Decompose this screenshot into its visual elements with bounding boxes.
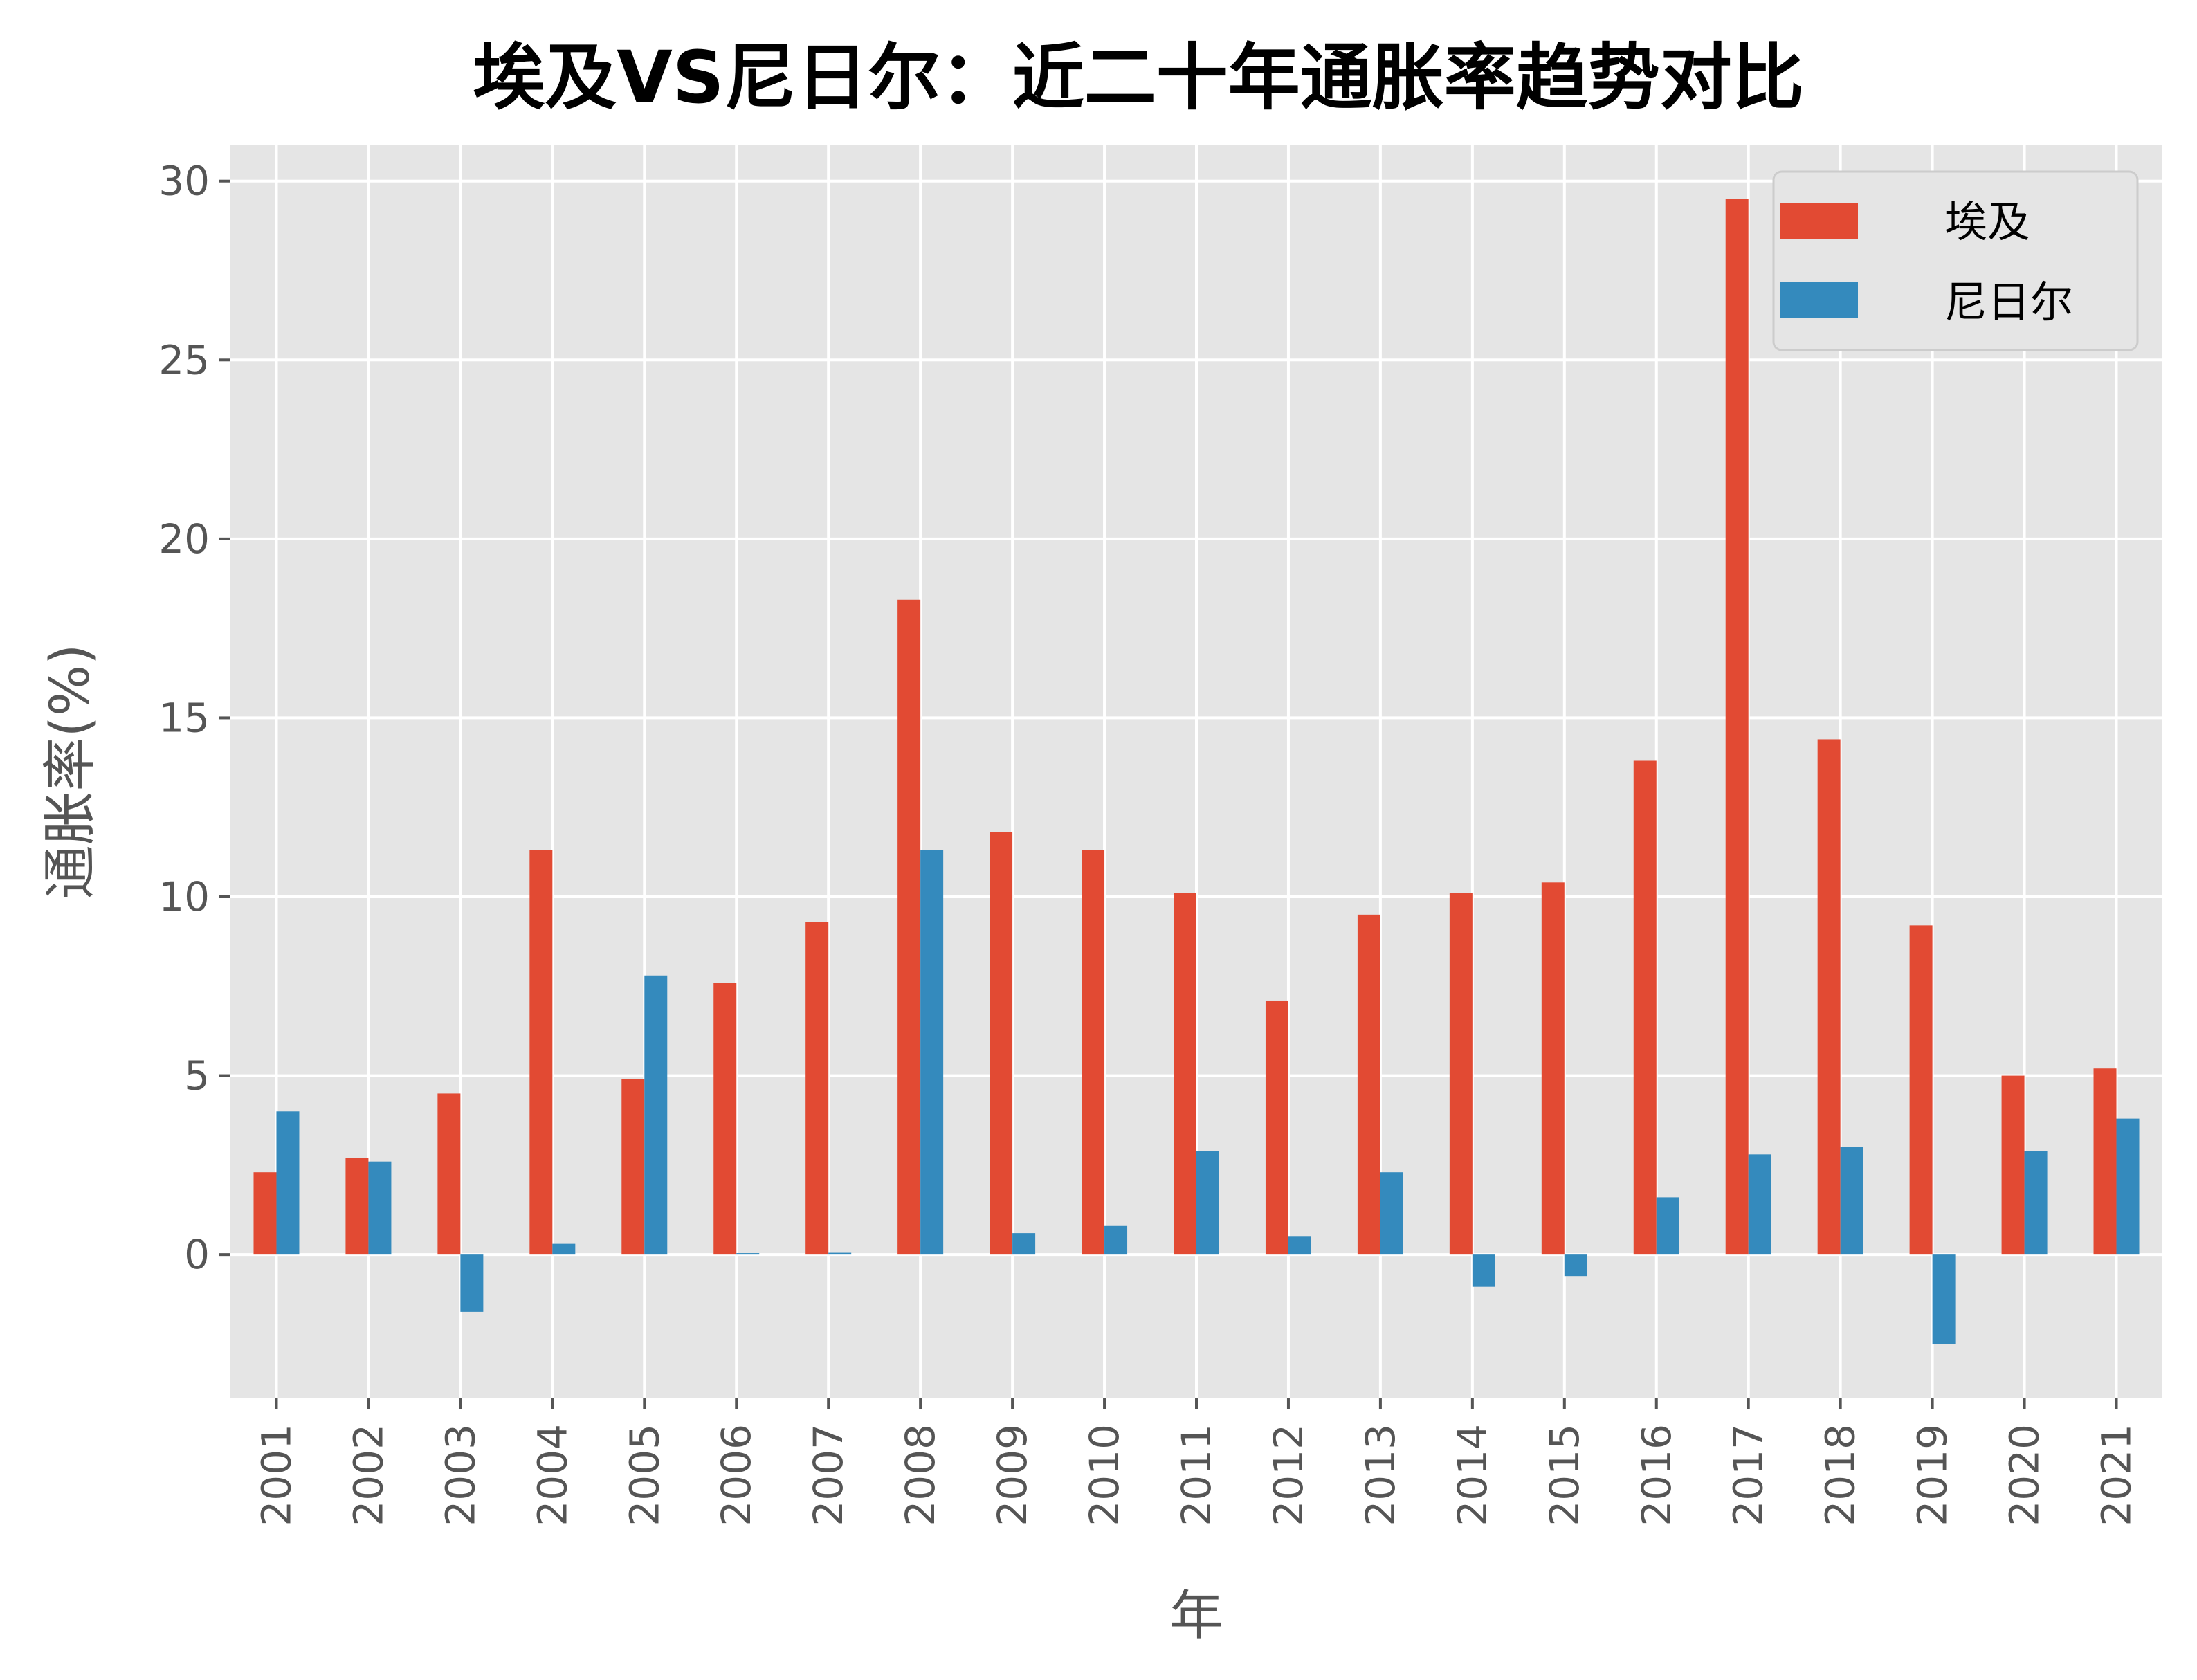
x-tick-label: 2017 <box>1725 1424 1772 1526</box>
bar-niger-2008 <box>920 850 944 1255</box>
legend: 埃及 尼日尔 <box>1772 170 2139 351</box>
bar-niger-2006 <box>736 1253 760 1255</box>
bar-egypt-2007 <box>805 922 829 1255</box>
bar-egypt-2003 <box>437 1093 461 1255</box>
bar-egypt-2005 <box>621 1079 645 1255</box>
bar-niger-2011 <box>1196 1151 1219 1255</box>
x-tick-label: 2016 <box>1633 1424 1680 1526</box>
y-tick-label: 25 <box>158 336 210 383</box>
x-axis-label: 年 <box>1169 1585 1223 1647</box>
bar-egypt-2018 <box>1817 739 1841 1255</box>
x-tick-label: 2020 <box>2001 1424 2048 1526</box>
x-tick-label: 2010 <box>1081 1424 1128 1526</box>
bar-niger-2018 <box>1840 1147 1863 1255</box>
bar-egypt-2008 <box>897 599 921 1255</box>
y-tick-label: 5 <box>184 1052 210 1099</box>
bar-egypt-2012 <box>1265 1000 1288 1255</box>
y-tick-label: 10 <box>158 873 210 920</box>
x-tick-label: 2007 <box>805 1424 852 1526</box>
bar-niger-2020 <box>2024 1151 2048 1255</box>
y-tick-label: 30 <box>158 158 210 205</box>
bar-egypt-2002 <box>345 1158 369 1255</box>
legend-label-egypt: 埃及 <box>1944 197 2030 247</box>
x-tick-label: 2002 <box>345 1424 392 1526</box>
bar-egypt-2001 <box>253 1172 277 1255</box>
x-tick-label: 2012 <box>1265 1424 1312 1526</box>
x-tick-label: 2005 <box>621 1424 668 1526</box>
bar-egypt-2009 <box>990 832 1013 1255</box>
legend-label-niger: 尼日尔 <box>1944 277 2073 327</box>
bar-egypt-2011 <box>1174 893 1196 1255</box>
bar-egypt-2014 <box>1449 893 1473 1255</box>
x-tick-label: 2021 <box>2093 1424 2140 1526</box>
x-tick-label: 2006 <box>713 1424 760 1526</box>
bar-niger-2015 <box>1564 1254 1587 1277</box>
bar-niger-2003 <box>460 1254 484 1312</box>
bar-niger-2014 <box>1472 1254 1495 1287</box>
legend-swatch-egypt <box>1780 203 1858 239</box>
bar-niger-2004 <box>552 1243 576 1255</box>
bar-niger-2012 <box>1288 1236 1311 1255</box>
x-tick-label: 2015 <box>1541 1424 1588 1526</box>
legend-box <box>1772 170 2139 351</box>
bar-niger-2016 <box>1656 1197 1679 1255</box>
y-tick-label: 0 <box>184 1231 210 1278</box>
x-tick-label: 2004 <box>529 1424 576 1526</box>
bar-egypt-2019 <box>1909 925 1933 1255</box>
y-axis-label: 通胀率(%) <box>39 644 102 900</box>
bar-egypt-2004 <box>529 850 553 1255</box>
legend-item-egypt: 埃及 <box>1780 197 2030 247</box>
chart-title: 埃及VS尼日尔：近二十年通胀率趋势对比 <box>473 35 1803 120</box>
legend-item-niger: 尼日尔 <box>1780 277 2073 327</box>
x-tick-label: 2009 <box>989 1424 1036 1526</box>
bar-niger-2002 <box>368 1161 392 1255</box>
x-tick-label: 2003 <box>437 1424 484 1526</box>
x-tick-label: 2008 <box>897 1424 944 1526</box>
y-tick-label: 20 <box>158 515 210 563</box>
x-tick-label: 2011 <box>1173 1424 1220 1526</box>
y-tick-label: 15 <box>158 694 210 741</box>
bar-niger-2017 <box>1748 1154 1771 1255</box>
bars <box>253 199 2140 1344</box>
bar-niger-2001 <box>276 1111 300 1255</box>
bar-niger-2007 <box>828 1252 852 1255</box>
bar-niger-2021 <box>2116 1118 2140 1255</box>
x-tick-label: 2013 <box>1357 1424 1404 1526</box>
x-tick-label: 2014 <box>1449 1424 1496 1526</box>
ticks: 0 5 10 15 20 25 30 2001 2002 2003 2004 2005 2006 2007… <box>158 158 2140 1526</box>
x-tick-label: 2018 <box>1817 1424 1864 1526</box>
bar-egypt-2006 <box>713 983 737 1255</box>
bar-egypt-2020 <box>2001 1075 2025 1255</box>
bar-egypt-2017 <box>1725 199 1749 1255</box>
x-tick-label: 2019 <box>1909 1424 1956 1526</box>
bar-niger-2005 <box>644 975 668 1255</box>
bar-niger-2013 <box>1380 1172 1403 1255</box>
bar-egypt-2016 <box>1633 760 1657 1255</box>
x-tick-label: 2001 <box>253 1424 300 1526</box>
legend-swatch-niger <box>1780 282 1858 318</box>
bar-egypt-2013 <box>1357 914 1380 1255</box>
bar-egypt-2010 <box>1082 850 1105 1255</box>
bar-niger-2019 <box>1932 1254 1956 1344</box>
bar-niger-2009 <box>1012 1233 1036 1255</box>
bar-egypt-2021 <box>2093 1068 2117 1255</box>
bar-egypt-2015 <box>1541 882 1565 1255</box>
bar-niger-2010 <box>1104 1225 1128 1255</box>
